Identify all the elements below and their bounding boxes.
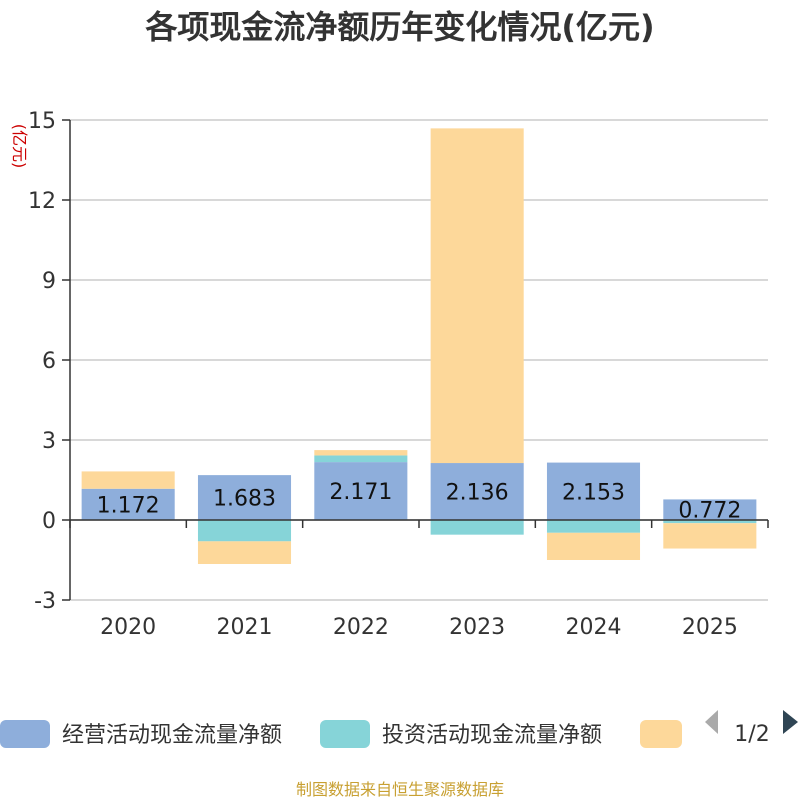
legend-pager: 1/2 xyxy=(705,710,798,747)
x-tick-label: 2025 xyxy=(682,615,738,640)
data-source: 制图数据来自恒生聚源数据库 xyxy=(296,780,504,799)
y-tick-label: 6 xyxy=(42,349,56,374)
x-tick-label: 2023 xyxy=(449,615,505,640)
bar-2022-series-2 xyxy=(314,450,408,456)
y-axis-unit: (亿元) xyxy=(10,124,29,169)
bar-2025-series-0 xyxy=(663,499,757,520)
x-tick-label: 2020 xyxy=(100,615,156,640)
data-label-2024: 2.153 xyxy=(562,480,625,505)
bar-2023-series-1 xyxy=(430,520,524,535)
data-label-2023: 2.136 xyxy=(446,481,509,506)
data-label-2025: 0.772 xyxy=(678,499,741,524)
bar-2022-series-1 xyxy=(314,455,408,463)
y-tick-label: 15 xyxy=(28,109,56,134)
x-axis xyxy=(69,519,769,528)
chart-title: 各项现金流净额历年变化情况(亿元) xyxy=(145,8,654,46)
bar-2023-series-0 xyxy=(430,463,524,520)
bar-2024-series-2 xyxy=(546,532,641,560)
x-tick-labels: 2020 2021 2022 2023 2024 2025 xyxy=(100,615,738,640)
y-tick-label: -3 xyxy=(34,589,56,614)
x-tick-label: 2024 xyxy=(566,615,622,640)
legend-prev-icon[interactable] xyxy=(705,710,718,734)
bar-2021-series-2 xyxy=(197,541,292,564)
bar-2020-series-0 xyxy=(81,488,175,520)
legend-page-indicator: 1/2 xyxy=(734,722,769,747)
data-labels: 1.172 1.683 2.171 2.136 2.153 0.772 xyxy=(97,480,742,524)
legend-swatch-2[interactable] xyxy=(640,720,682,748)
bar-2020-series-2 xyxy=(81,471,175,489)
bar-2023-series-2 xyxy=(430,128,524,464)
legend-next-icon[interactable] xyxy=(783,710,798,734)
y-tick-label: 9 xyxy=(42,269,56,294)
legend-swatch-1[interactable] xyxy=(320,720,370,748)
y-tick-labels: -3 0 3 6 9 12 15 xyxy=(28,109,71,614)
bar-2021-series-0 xyxy=(197,475,292,520)
bar-2024-series-0 xyxy=(546,462,641,520)
y-tick-label: 12 xyxy=(28,189,56,214)
data-label-2020: 1.172 xyxy=(97,493,160,518)
bar-2025-series-2 xyxy=(663,523,757,549)
legend-label-0[interactable]: 经营活动现金流量净额 xyxy=(62,723,282,748)
bar-2022-series-0 xyxy=(314,462,408,520)
x-tick-label: 2022 xyxy=(333,615,389,640)
data-label-2022: 2.171 xyxy=(329,480,392,505)
y-tick-label: 3 xyxy=(42,429,56,454)
legend-swatch-0[interactable] xyxy=(0,720,50,748)
bar-2024-series-1 xyxy=(546,520,641,533)
x-tick-label: 2021 xyxy=(217,615,273,640)
legend-label-1[interactable]: 投资活动现金流量净额 xyxy=(382,723,602,748)
bar-2021-series-1 xyxy=(197,520,292,542)
data-label-2021: 1.683 xyxy=(213,487,276,512)
y-tick-label: 0 xyxy=(42,509,56,534)
bar-2025-series-1 xyxy=(663,520,757,524)
bars xyxy=(81,128,757,564)
legend: 经营活动现金流量净额 投资活动现金流量净额 xyxy=(0,720,682,748)
